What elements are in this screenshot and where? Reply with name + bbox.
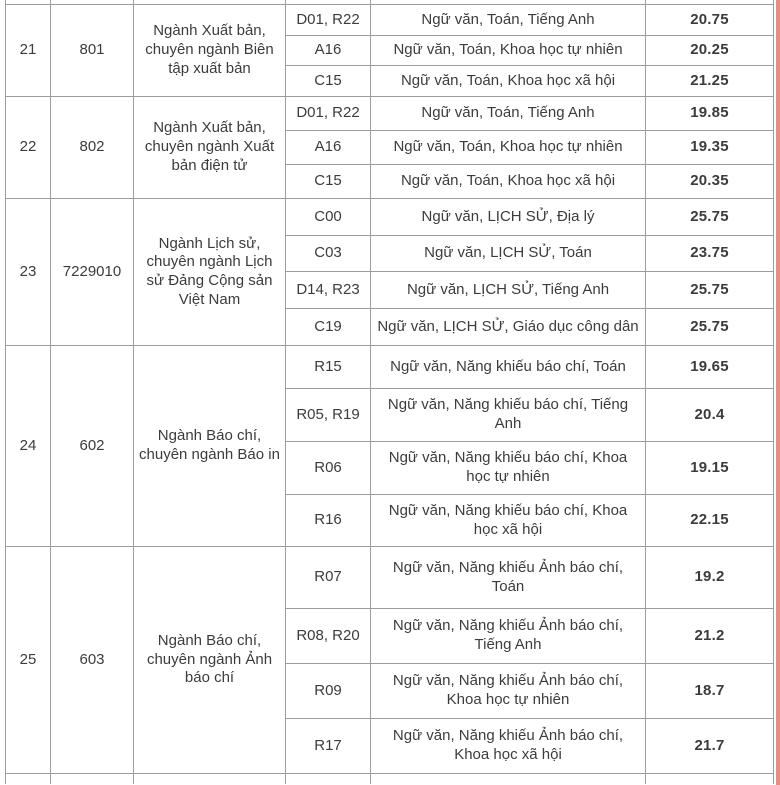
code-cell: 602 xyxy=(50,345,134,547)
subjects-cell: Ngữ văn, LỊCH SỬ, Tiếng Anh xyxy=(370,271,646,309)
score-cell: 19.15 xyxy=(645,441,774,495)
subjects-cell: Ngữ văn, Năng khiếu báo chí, Khoa học xã… xyxy=(370,494,646,547)
combo-cell: R07 xyxy=(285,546,371,609)
score-cell: 21.2 xyxy=(645,608,774,664)
table-row: R08, R20 Ngữ văn, Năng khiếu Ảnh báo chí,… xyxy=(6,608,774,664)
subjects-cell: Ngữ văn, Toán, Tiếng Anh xyxy=(370,4,646,36)
score-cell: 21.7 xyxy=(645,718,774,774)
subjects-cell: Ngữ văn, Toán, Khoa học xã hội xyxy=(370,164,646,199)
table-row: R16 Ngữ văn, Năng khiếu báo chí, Khoa học… xyxy=(6,494,774,547)
stt-cell xyxy=(5,773,51,784)
subjects-cell: Ngữ văn, LỊCH SỬ, Địa lý xyxy=(370,198,646,236)
combo-cell: C15 xyxy=(285,65,371,97)
major-cell: Ngành Báo chí, chuyên ngành Báo in xyxy=(133,345,286,547)
code-cell xyxy=(50,773,134,784)
combo-cell: D01, R22 xyxy=(285,96,371,131)
score-cell: 19.65 xyxy=(645,345,774,389)
table-row: R17 Ngữ văn, Năng khiếu Ảnh báo chí, Khoa… xyxy=(6,718,774,774)
score-cell: 25.75 xyxy=(645,271,774,309)
score-cell: 22.15 xyxy=(645,494,774,547)
subjects-cell: Ngữ văn, Toán, Khoa học tự nhiên xyxy=(370,130,646,165)
subjects-cell xyxy=(370,773,646,784)
combo-cell: C19 xyxy=(285,308,371,346)
code-cell: 802 xyxy=(50,96,134,199)
score-cell: 19.85 xyxy=(645,96,774,131)
combo-cell: D01, R22 xyxy=(285,4,371,36)
right-edge-stripe xyxy=(776,0,780,785)
combo-cell: C15 xyxy=(285,164,371,199)
combo-cell: R17 xyxy=(285,718,371,774)
combo-cell: R15 xyxy=(285,345,371,389)
combo-cell: R06 xyxy=(285,441,371,495)
combo-cell: A16 xyxy=(285,35,371,66)
subjects-cell: Ngữ văn, Năng khiếu Ảnh báo chí, Khoa họ… xyxy=(370,718,646,774)
table-row: C19 Ngữ văn, LỊCH SỬ, Giáo dục công dân 25… xyxy=(6,308,774,346)
subjects-cell: Ngữ văn, Năng khiếu báo chí, Khoa học tự… xyxy=(370,441,646,495)
partial-row xyxy=(5,773,774,784)
table-row: 24 602 Ngành Báo chí, chuyên ngành Báo in R… xyxy=(5,345,774,547)
stt-cell: 23 xyxy=(5,198,51,346)
score-cell: 20.25 xyxy=(645,35,774,66)
subjects-cell: Ngữ văn, Năng khiếu báo chí, Tiếng Anh xyxy=(370,388,646,442)
subjects-cell: Ngữ văn, Toán, Khoa học xã hội xyxy=(370,65,646,97)
subjects-cell: Ngữ văn, Toán, Tiếng Anh xyxy=(370,96,646,131)
table-row: D14, R23 Ngữ văn, LỊCH SỬ, Tiếng Anh 25.75 xyxy=(6,271,774,309)
score-cell: 20.35 xyxy=(645,164,774,199)
score-cell: 25.75 xyxy=(645,198,774,236)
major-cell xyxy=(133,773,286,784)
subjects-cell: Ngữ văn, Năng khiếu Ảnh báo chí, Toán xyxy=(370,546,646,609)
combo-cell: R16 xyxy=(285,494,371,547)
admission-scores-table: 21 801 Ngành Xuất bản, chuyên ngành Biên t… xyxy=(5,0,774,784)
combo-cell: D14, R23 xyxy=(285,271,371,309)
combo-cell: C00 xyxy=(285,198,371,236)
score-cell-empty xyxy=(645,773,774,784)
table-row: 22 802 Ngành Xuất bản, chuyên ngành Xuất b… xyxy=(5,96,774,199)
code-cell: 801 xyxy=(50,4,134,97)
combo-cell: R08, R20 xyxy=(285,608,371,664)
subjects-cell: Ngữ văn, Toán, Khoa học tự nhiên xyxy=(370,35,646,66)
subjects-cell: Ngữ văn, LỊCH SỬ, Toán xyxy=(370,235,646,272)
table-row: 25 603 Ngành Báo chí, chuyên ngành Ảnh báo… xyxy=(5,546,774,774)
subjects-cell: Ngữ văn, Năng khiếu báo chí, Toán xyxy=(370,345,646,389)
combo-cell: C03 xyxy=(285,235,371,272)
score-cell: 19.35 xyxy=(645,130,774,165)
combo-cell: R05, R19 xyxy=(285,388,371,442)
major-cell: Ngành Xuất bản, chuyên ngành Xuất bản đi… xyxy=(133,96,286,199)
score-cell: 21.25 xyxy=(645,65,774,97)
major-cell: Ngành Báo chí, chuyên ngành Ảnh báo chí xyxy=(133,546,286,774)
table-row: C15 Ngữ văn, Toán, Khoa học xã hội 20.35 xyxy=(6,164,774,199)
score-cell: 19.2 xyxy=(645,546,774,609)
code-cell: 603 xyxy=(50,546,134,774)
stt-cell: 22 xyxy=(5,96,51,199)
code-cell: 7229010 xyxy=(50,198,134,346)
combo-cell: R09 xyxy=(285,663,371,719)
table-row: C03 Ngữ văn, LỊCH SỬ, Toán 23.75 xyxy=(6,235,774,272)
score-cell: 23.75 xyxy=(645,235,774,272)
subjects-cell: Ngữ văn, Năng khiếu Ảnh báo chí, Tiếng A… xyxy=(370,608,646,664)
score-cell: 20.75 xyxy=(645,4,774,36)
score-cell: 25.75 xyxy=(645,308,774,346)
score-cell: 18.7 xyxy=(645,663,774,719)
combo-cell: A16 xyxy=(285,130,371,165)
table-row: R09 Ngữ văn, Năng khiếu Ảnh báo chí, Khoa… xyxy=(6,663,774,719)
major-cell: Ngành Xuất bản, chuyên ngành Biên tập xu… xyxy=(133,4,286,97)
table-row: R06 Ngữ văn, Năng khiếu báo chí, Khoa học… xyxy=(6,441,774,495)
table-row: 23 7229010 Ngành Lịch sử, chuyên ngành Lịc… xyxy=(5,198,774,346)
major-cell: Ngành Lịch sử, chuyên ngành Lịch sử Đảng… xyxy=(133,198,286,346)
stt-cell: 24 xyxy=(5,345,51,547)
score-cell: 20.4 xyxy=(645,388,774,442)
stt-cell: 25 xyxy=(5,546,51,774)
stt-cell: 21 xyxy=(5,4,51,97)
table-row: 21 801 Ngành Xuất bản, chuyên ngành Biên t… xyxy=(5,4,774,97)
table-row: A16 Ngữ văn, Toán, Khoa học tự nhiên 20.25 xyxy=(6,35,774,66)
subjects-cell: Ngữ văn, Năng khiếu Ảnh báo chí, Khoa họ… xyxy=(370,663,646,719)
combo-cell xyxy=(285,773,371,784)
subjects-cell: Ngữ văn, LỊCH SỬ, Giáo dục công dân xyxy=(370,308,646,346)
